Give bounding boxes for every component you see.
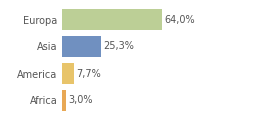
Text: 3,0%: 3,0% bbox=[69, 96, 93, 105]
Bar bbox=[62, 36, 101, 57]
Bar bbox=[62, 90, 66, 111]
Text: 25,3%: 25,3% bbox=[104, 42, 134, 51]
Text: 7,7%: 7,7% bbox=[76, 69, 101, 78]
Text: 64,0%: 64,0% bbox=[164, 15, 195, 24]
Bar bbox=[62, 63, 74, 84]
Bar bbox=[62, 9, 162, 30]
